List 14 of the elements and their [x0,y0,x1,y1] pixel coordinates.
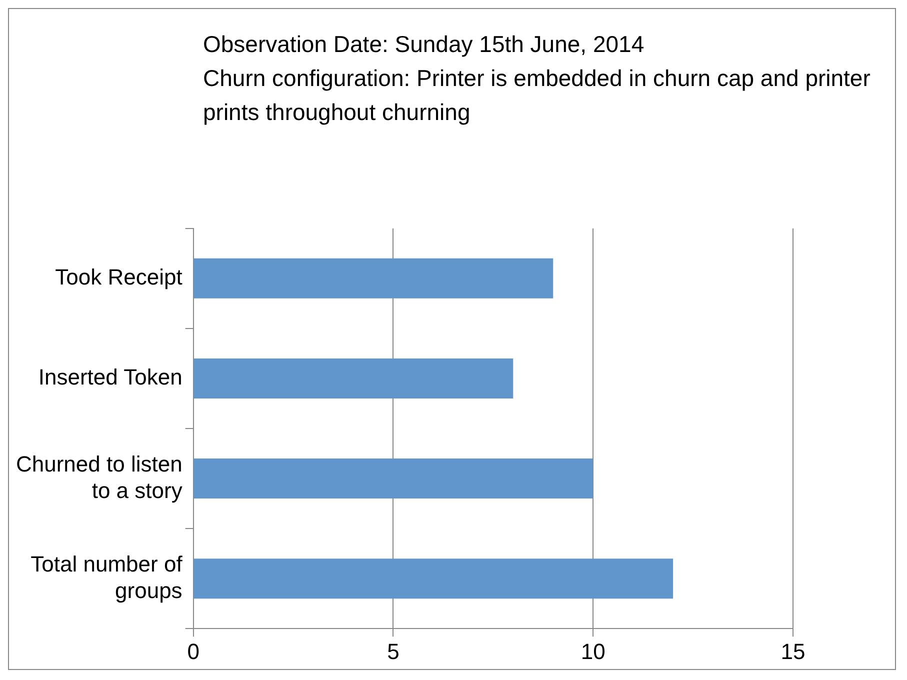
x-tick-label: 15 [780,638,806,664]
bar [194,358,514,398]
x-tick-label: 10 [580,638,606,664]
bar [194,258,554,298]
bar [194,458,594,499]
bar [194,558,674,599]
x-tick-label: 5 [387,638,400,664]
y-tick-label: Inserted Token [38,364,182,390]
x-tick-label: 0 [187,638,200,664]
y-tick-label: Took Receipt [55,264,182,290]
y-tick-label: Total number of groups [30,551,184,603]
y-tick-label: Churned to listen to a story [16,451,182,503]
chart-subtitle: Churn configuration: Printer is embedded in churn cap and printer prints throughout churning [203,64,872,127]
chart-title: Observation Date: Sunday 15th June, 2014 [203,30,646,59]
